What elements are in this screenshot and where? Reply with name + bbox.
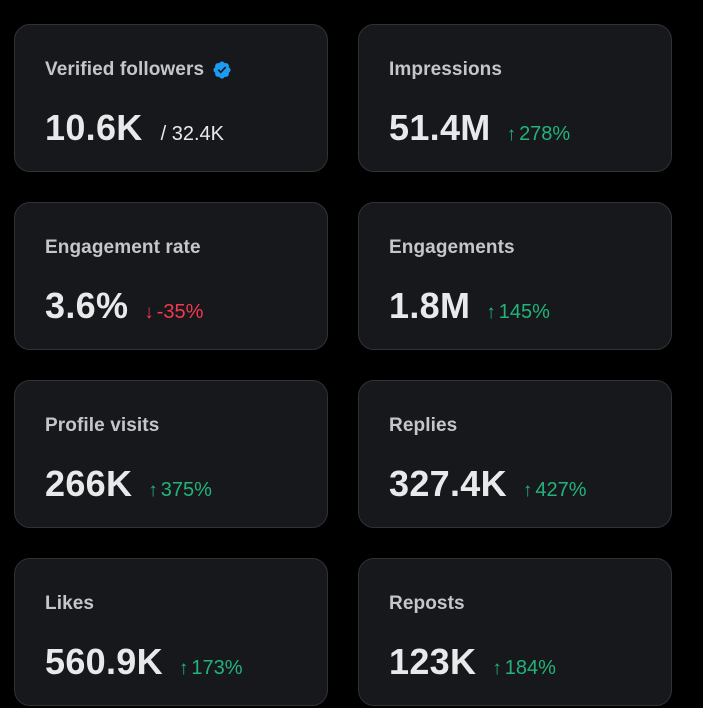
arrow-up-icon: ↑: [522, 480, 533, 501]
arrow-down-icon: ↓: [144, 302, 154, 323]
metric-value: 51.4M: [389, 107, 491, 148]
metric-card-reposts[interactable]: Reposts 123K ↑ 184%: [358, 558, 672, 706]
metric-value-row: 51.4M ↑ 278%: [389, 107, 570, 149]
metric-value: 560.9K: [45, 641, 163, 682]
metric-card-impressions[interactable]: Impressions 51.4M ↑ 278%: [358, 24, 672, 172]
metric-value: 266K: [45, 463, 133, 504]
metric-change: ↑ 145%: [486, 301, 550, 324]
metric-change-value: 375%: [160, 479, 212, 501]
metric-value: 1.8M: [389, 285, 471, 326]
metric-label: Impressions: [389, 59, 503, 80]
metric-label-row: Impressions: [389, 59, 502, 81]
metric-label-row: Engagement rate: [45, 237, 201, 259]
metric-card-replies[interactable]: Replies 327.4K ↑ 427%: [358, 380, 672, 528]
metric-label-row: Engagements: [389, 237, 515, 259]
metric-change-value: 184%: [504, 657, 556, 679]
metric-value-row: 1.8M ↑ 145%: [389, 285, 550, 327]
metric-change: ↑ 427%: [523, 479, 587, 502]
metric-label: Likes: [45, 593, 95, 614]
metric-change: ↑ 278%: [507, 123, 571, 146]
metric-value-row: 10.6K / 32.4K: [45, 107, 224, 149]
arrow-up-icon: ↑: [506, 124, 517, 145]
metric-label: Replies: [389, 415, 458, 436]
arrow-up-icon: ↑: [486, 302, 496, 323]
arrow-up-icon: ↑: [178, 658, 189, 679]
metric-value-row: 327.4K ↑ 427%: [389, 463, 587, 505]
metric-label: Engagements: [389, 237, 515, 258]
metric-change-value: 278%: [519, 123, 571, 145]
metric-change-value: 145%: [498, 301, 550, 323]
metric-card-engagements[interactable]: Engagements 1.8M ↑ 145%: [358, 202, 672, 350]
metric-label-row: Likes: [45, 593, 94, 615]
metric-label-row: Profile visits: [45, 415, 159, 437]
analytics-metrics-grid: Verified followers 10.6K / 32.4K Impress…: [14, 24, 672, 706]
metric-card-engagement-rate[interactable]: Engagement rate 3.6% ↓ -35%: [14, 202, 328, 350]
arrow-up-icon: ↑: [148, 480, 158, 501]
metric-value-row: 123K ↑ 184%: [389, 641, 556, 683]
metric-label: Engagement rate: [45, 237, 201, 258]
metric-value: 3.6%: [45, 285, 129, 326]
metric-value-row: 266K ↑ 375%: [45, 463, 212, 505]
metric-change: ↑ 375%: [148, 479, 212, 502]
metric-card-profile-visits[interactable]: Profile visits 266K ↑ 375%: [14, 380, 328, 528]
metric-label-row: Replies: [389, 415, 457, 437]
metric-value-row: 560.9K ↑ 173%: [45, 641, 243, 683]
metric-change-value: 173%: [191, 657, 243, 679]
metric-card-likes[interactable]: Likes 560.9K ↑ 173%: [14, 558, 328, 706]
metric-change: ↑ 184%: [492, 657, 556, 680]
metric-card-verified-followers[interactable]: Verified followers 10.6K / 32.4K: [14, 24, 328, 172]
metric-change-value: 427%: [535, 479, 587, 501]
arrow-up-icon: ↑: [492, 658, 502, 679]
verified-badge-icon: [212, 60, 232, 80]
metric-change-value: -35%: [156, 301, 204, 323]
metric-value: 327.4K: [389, 463, 507, 504]
metric-change: ↑ 173%: [179, 657, 243, 680]
metric-value: 10.6K: [45, 107, 143, 148]
metric-value-row: 3.6% ↓ -35%: [45, 285, 203, 327]
metric-label-row: Verified followers: [45, 59, 232, 81]
metric-label: Reposts: [389, 593, 465, 614]
metric-label: Verified followers: [45, 59, 205, 80]
metric-label-row: Reposts: [389, 593, 465, 615]
metric-change: ↓ -35%: [144, 301, 203, 324]
metric-value: 123K: [389, 641, 477, 682]
metric-label: Profile visits: [45, 415, 160, 436]
metric-total: / 32.4K: [160, 123, 224, 145]
